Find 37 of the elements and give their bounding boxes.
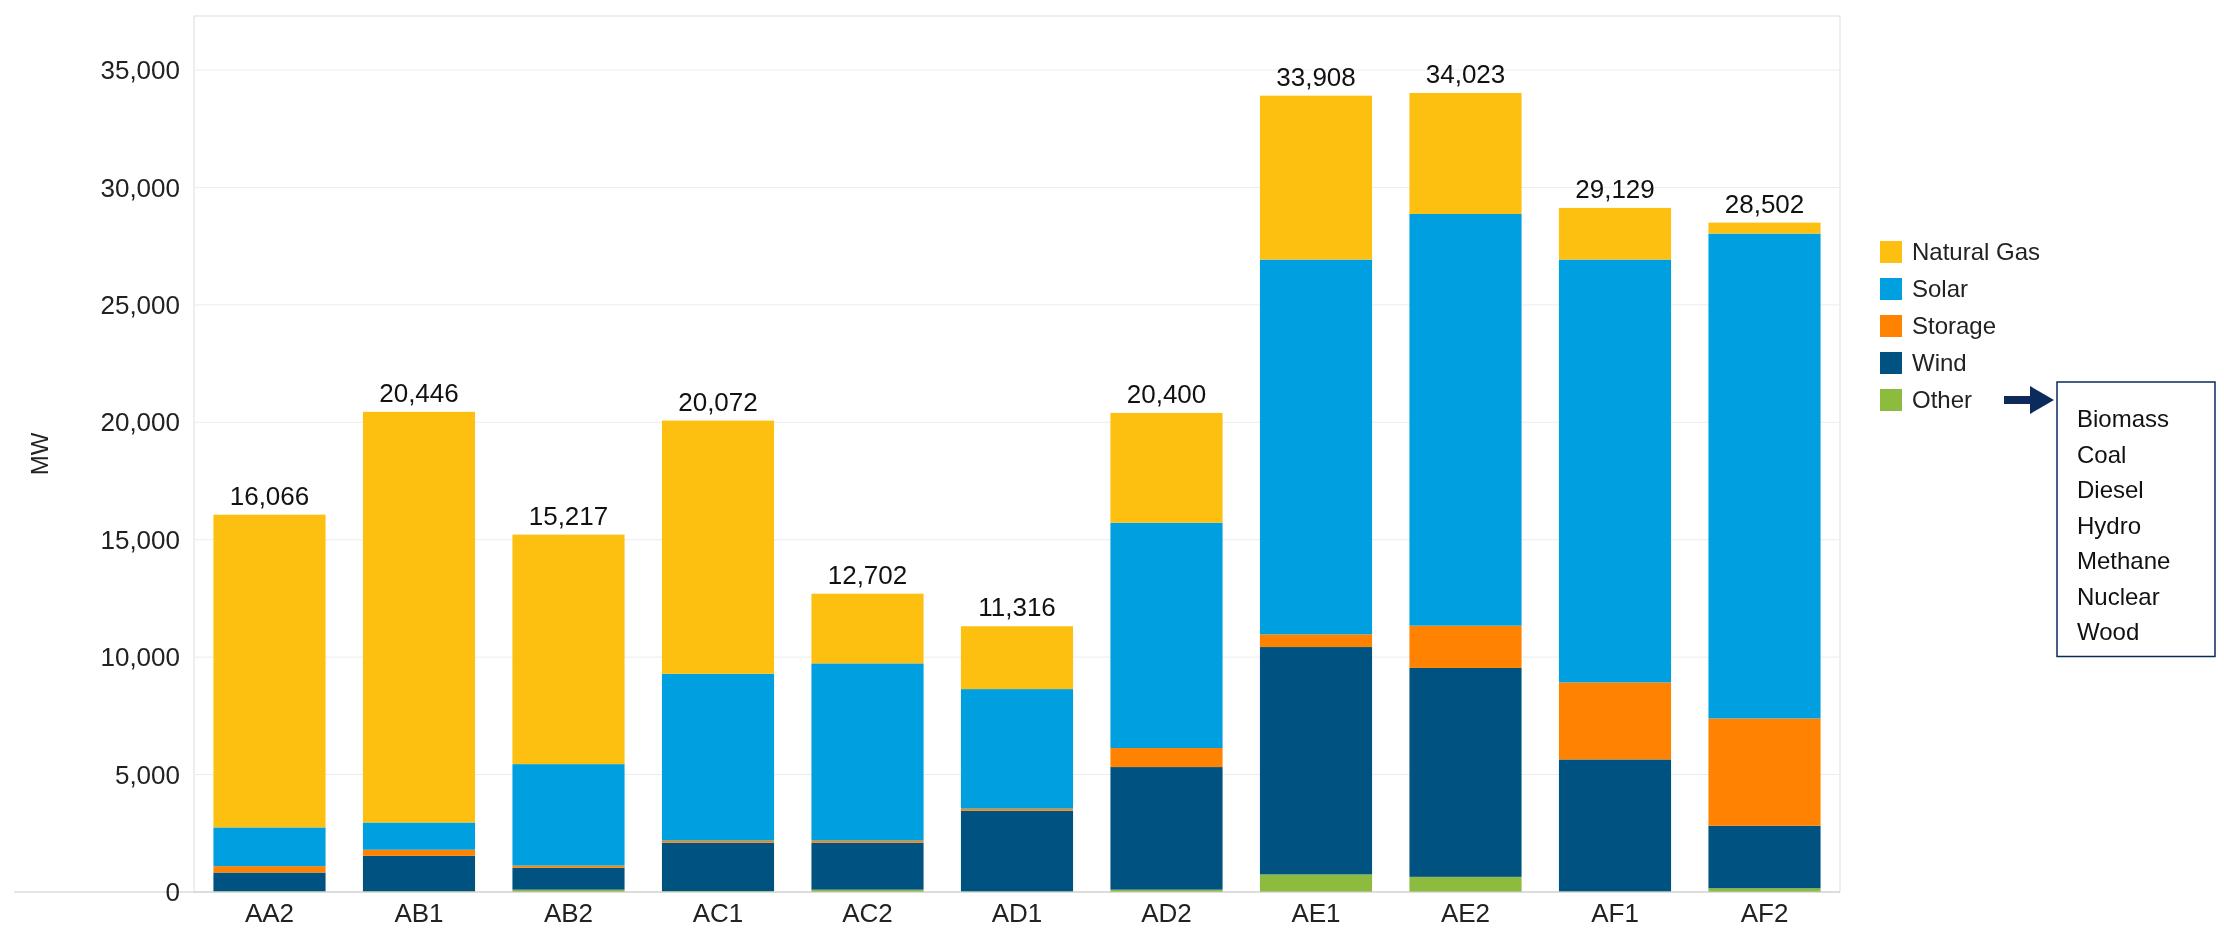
total-label: 20,400 <box>1126 378 1207 409</box>
x-tick-label: AD2 <box>1141 898 1192 928</box>
total-label: 20,446 <box>379 377 459 408</box>
y-tick-label: 25,000 <box>100 289 180 320</box>
legend-label: Storage <box>1912 312 1997 340</box>
total-label: 29,129 <box>1575 173 1655 204</box>
total-label: 33,908 <box>1276 61 1356 92</box>
x-tick-label: AE2 <box>1440 898 1491 928</box>
y-tick-label: 30,000 <box>100 172 180 203</box>
x-tick-label: AF2 <box>1740 898 1789 928</box>
total-label: 12,702 <box>827 559 908 590</box>
total-label: 28,502 <box>1724 188 1805 219</box>
legend-label: Other <box>1912 386 1973 414</box>
y-tick-label: 10,000 <box>100 642 180 673</box>
y-tick-label: 20,000 <box>100 407 180 438</box>
legend-label: Solar <box>1912 275 1969 303</box>
y-axis-title: MW <box>26 432 53 476</box>
y-tick-label: 5,000 <box>114 759 180 790</box>
x-tick-label: AC2 <box>842 898 893 928</box>
x-tick-label: AD1 <box>991 898 1043 928</box>
x-tick-label: AF1 <box>1591 898 1639 928</box>
total-label: 11,316 <box>978 592 1056 623</box>
total-label: 34,023 <box>1425 58 1506 89</box>
y-tick-label: 15,000 <box>100 524 180 555</box>
total-label: 16,066 <box>229 480 310 511</box>
total-label: 20,072 <box>678 386 758 417</box>
x-tick-label: AA2 <box>244 898 295 928</box>
y-tick-label: 35,000 <box>100 55 180 86</box>
x-tick-label: AB1 <box>394 898 444 928</box>
text: Biomass Coal Diesel Hydro Methane Nuclear Wood <box>2077 405 2171 645</box>
x-tick-label: AC1 <box>692 898 744 928</box>
x-tick-label: AE1 <box>1291 898 1341 928</box>
legend-label: Natural Gas <box>1912 238 2041 266</box>
y-tick-label: 0 <box>165 877 180 908</box>
total-label: 15,217 <box>528 500 609 531</box>
legend-label: Wind <box>1912 349 1967 377</box>
x-tick-label: AB2 <box>543 898 594 928</box>
